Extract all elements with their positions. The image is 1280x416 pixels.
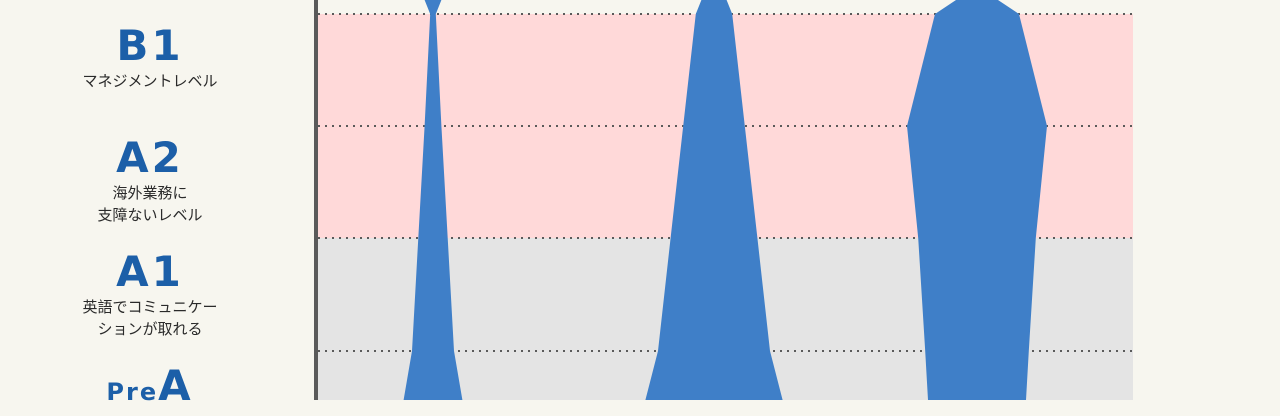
level-code: A2 — [116, 133, 184, 182]
level-desc: 海外業務に — [112, 184, 188, 202]
level-code: B1 — [116, 21, 184, 70]
level-code: A1 — [116, 247, 184, 296]
level-desc: 英語でコミュニケー — [82, 298, 218, 316]
level-a2: A2 海外業務に 支障ないレベル — [0, 134, 300, 226]
level-desc: マネジメントレベル — [82, 72, 218, 90]
level-a1: A1 英語でコミュニケー ションが取れる — [0, 248, 300, 340]
level-desc: ションが取れる — [97, 320, 203, 338]
distribution-shape-3 — [907, 0, 1047, 400]
level-b1: B1 マネジメントレベル — [0, 22, 300, 92]
distribution-shapes — [403, 0, 1047, 400]
level-labels: B1 マネジメントレベル A2 海外業務に 支障ないレベル A1 英語でコミュニ… — [0, 0, 316, 410]
distribution-shape-1 — [403, 0, 463, 400]
distribution-shape-2 — [645, 0, 783, 400]
level-desc: 支障ないレベル — [97, 206, 203, 224]
level-chart — [314, 0, 1136, 400]
